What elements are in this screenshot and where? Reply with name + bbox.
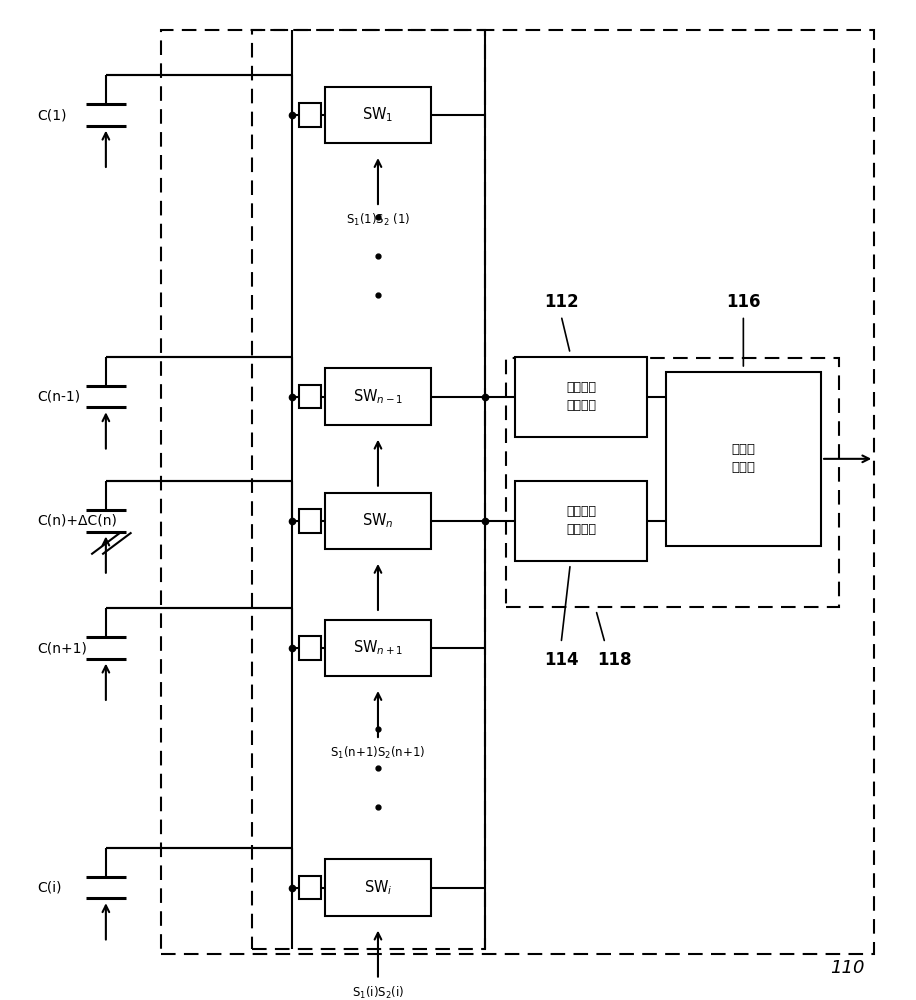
Text: S$_1$(n+1)S$_2$(n+1): S$_1$(n+1)S$_2$(n+1): [331, 745, 426, 761]
Text: S$_1$(i)S$_2$(i): S$_1$(i)S$_2$(i): [352, 984, 404, 1000]
Bar: [160, 30, 874, 954]
Bar: [506, 358, 839, 607]
Text: C(1): C(1): [38, 108, 67, 122]
Text: C(n-1): C(n-1): [38, 390, 81, 404]
Text: S$_1$(n)S$_2$(n): S$_1$(n)S$_2$(n): [348, 618, 409, 634]
Bar: [299, 636, 321, 660]
Text: C(i): C(i): [38, 881, 61, 895]
Bar: [299, 876, 321, 899]
Text: 110: 110: [831, 959, 865, 977]
Text: 114: 114: [544, 651, 578, 669]
Bar: [515, 481, 648, 561]
Text: 118: 118: [597, 651, 631, 669]
Text: 116: 116: [726, 293, 760, 311]
Bar: [299, 385, 321, 408]
Bar: [666, 372, 821, 546]
Text: SW$_{n+1}$: SW$_{n+1}$: [353, 639, 403, 657]
Text: S$_1$(n-1)S$_2$(n-1): S$_1$(n-1)S$_2$(n-1): [336, 494, 420, 510]
Bar: [515, 357, 648, 437]
Bar: [325, 87, 431, 143]
Bar: [325, 859, 431, 916]
Bar: [299, 509, 321, 533]
Bar: [252, 30, 485, 949]
Bar: [325, 493, 431, 549]
Text: SW$_{n-1}$: SW$_{n-1}$: [353, 387, 403, 406]
Text: S$_1$(1)S$_2$ (1): S$_1$(1)S$_2$ (1): [345, 212, 410, 228]
Text: 电荷电压
转换电路: 电荷电压 转换电路: [566, 505, 596, 536]
Text: 电荷电压
转换电路: 电荷电压 转换电路: [566, 381, 596, 412]
Text: SW$_i$: SW$_i$: [364, 878, 392, 897]
Text: C(n+1): C(n+1): [38, 641, 87, 655]
Text: 差値比
较单元: 差値比 较单元: [731, 443, 756, 474]
Bar: [325, 620, 431, 676]
Text: SW$_1$: SW$_1$: [362, 106, 394, 124]
Bar: [299, 103, 321, 127]
Text: SW$_n$: SW$_n$: [362, 512, 394, 530]
Text: 112: 112: [544, 293, 578, 311]
Text: C(n)+ΔC(n): C(n)+ΔC(n): [38, 514, 117, 528]
Bar: [325, 368, 431, 425]
